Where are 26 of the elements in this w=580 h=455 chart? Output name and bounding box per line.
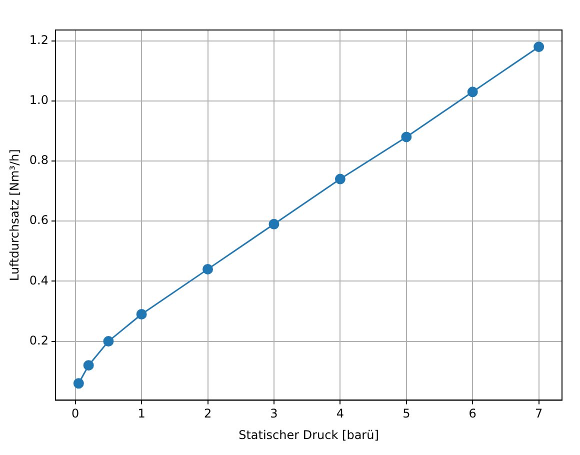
y-tick-label: 1.0 xyxy=(29,93,48,108)
y-tick-label: 0.4 xyxy=(29,273,48,288)
y-tick-label: 0.8 xyxy=(29,153,48,168)
point xyxy=(467,86,478,98)
point xyxy=(401,132,412,142)
point xyxy=(202,264,214,274)
x-tick-label: 6 xyxy=(468,406,476,421)
y-tick-label: 1.2 xyxy=(29,32,48,47)
y-tick-label: 0.2 xyxy=(29,333,48,348)
x-tick-label: 4 xyxy=(336,406,344,421)
point xyxy=(334,174,346,184)
x-tick-label: 0 xyxy=(72,406,80,421)
x-tick-label: 2 xyxy=(204,406,212,421)
x-tick-label: 7 xyxy=(535,406,543,421)
point xyxy=(103,336,114,347)
x-axis-title: Statischer Druck [barü] xyxy=(238,428,379,442)
y-axis-title: Luftdurchsatz [Nm³/h] xyxy=(7,149,22,282)
x-tick-label: 1 xyxy=(138,406,146,421)
point xyxy=(268,218,280,230)
x-tick-label: 5 xyxy=(402,406,410,421)
y-tick-label: 0.6 xyxy=(29,213,48,228)
point xyxy=(73,378,84,389)
point xyxy=(136,309,147,320)
point xyxy=(83,360,94,371)
point xyxy=(534,42,544,52)
x-tick-label: 3 xyxy=(270,406,278,421)
